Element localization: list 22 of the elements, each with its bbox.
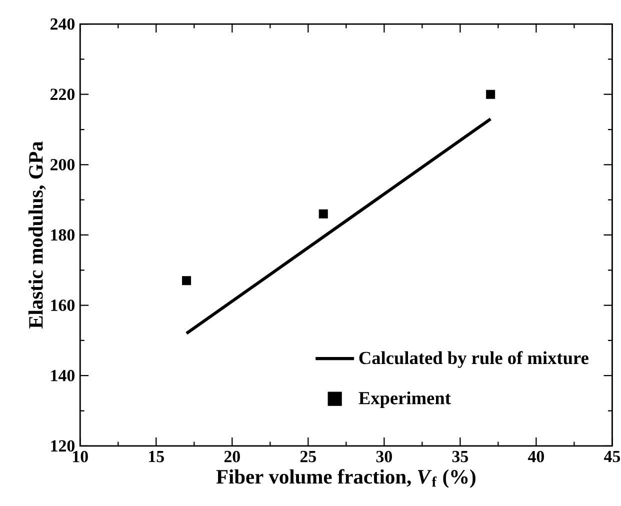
y-axis-title: Elastic modulus, GPa: [28, 141, 46, 329]
x-tick-label: 25: [300, 450, 316, 462]
x-tick-label: 45: [604, 450, 620, 462]
y-tick-label: 160: [51, 300, 75, 311]
x-tick-label: 20: [224, 450, 240, 462]
y-tick-label: 240: [50, 18, 75, 30]
point: [318, 209, 328, 218]
point: [486, 90, 496, 99]
y-tick-label: 180: [51, 229, 75, 241]
x-tick-label: 10: [73, 450, 88, 462]
x-tick-label: 15: [149, 450, 164, 462]
legend-label: Calculated by rule of mixture: [359, 351, 588, 368]
x-tick-label: 30: [376, 450, 392, 462]
y-tick-label: 200: [50, 158, 75, 170]
point: [182, 276, 192, 286]
y-tick-label: 140: [51, 370, 75, 382]
y-tick-label: 220: [50, 88, 75, 100]
legend-label: Experiment: [358, 391, 451, 408]
x-axis-title: Fiber volume fraction, V$_{f}$ (%): [216, 469, 476, 488]
x-tick-label: 40: [528, 450, 544, 462]
x-tick-label: 35: [452, 450, 468, 462]
y-tick-label: 120: [51, 440, 75, 452]
